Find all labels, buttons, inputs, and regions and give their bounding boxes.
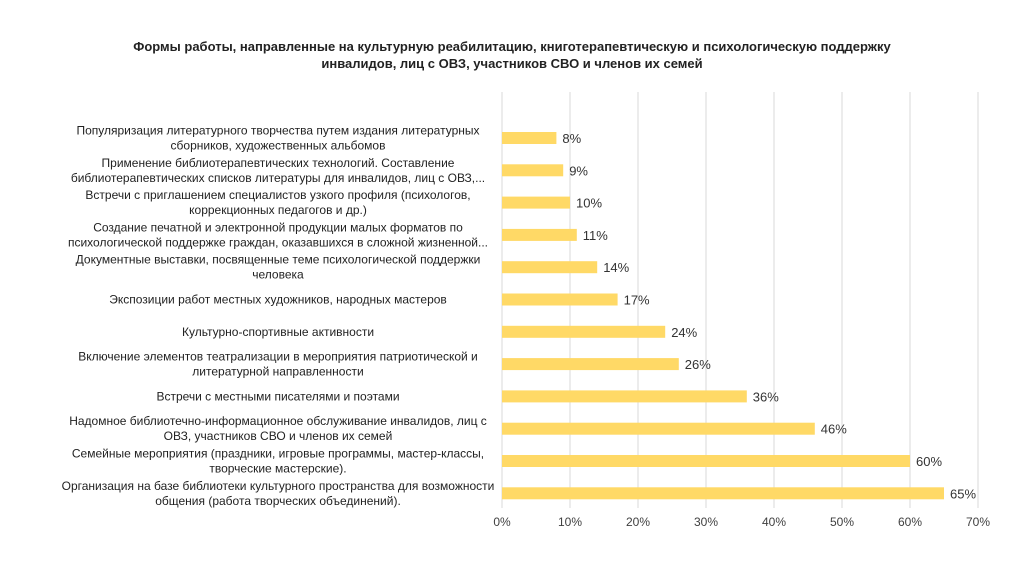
bar xyxy=(502,132,557,144)
data-labels: 8% 9% 10% 11% 14% 17% 24% 26% 36% 46% 60% 65% xyxy=(562,131,976,501)
category-label: Документные выставки, посвященные теме п… xyxy=(76,253,481,267)
category-label: психологической поддержке граждан, оказа… xyxy=(68,235,488,249)
data-label: 36% xyxy=(753,389,779,404)
data-label: 10% xyxy=(576,196,602,211)
category-label: Популяризация литературного творчества п… xyxy=(76,124,479,138)
category-label: Встречи с приглашением специалистов узко… xyxy=(85,188,470,202)
data-label: 60% xyxy=(916,454,942,469)
x-tick-label: 50% xyxy=(830,515,854,529)
data-label: 65% xyxy=(950,486,976,501)
category-label: человека xyxy=(252,268,304,282)
data-label: 9% xyxy=(569,163,588,178)
x-tick-label: 60% xyxy=(898,515,922,529)
x-tick-label: 70% xyxy=(966,515,990,529)
data-label: 24% xyxy=(671,325,697,340)
chart-title-line-2: инвалидов, лиц с ОВЗ, участников СВО и ч… xyxy=(321,56,703,71)
data-label: 17% xyxy=(624,293,650,308)
bar xyxy=(502,390,747,403)
chart-title-line-1: Формы работы, направленные на культурную… xyxy=(133,39,891,54)
category-label: Применение библиотерапевтических техноло… xyxy=(102,156,455,170)
bars xyxy=(502,132,944,500)
category-label: Экспозиции работ местных художников, нар… xyxy=(109,293,447,307)
category-label: литературной направленности xyxy=(192,365,363,379)
chart-title: Формы работы, направленные на культурную… xyxy=(0,38,1024,72)
x-tick-label: 40% xyxy=(762,515,786,529)
x-tick-label: 20% xyxy=(626,515,650,529)
category-label: библиотерапевтических списков литературы… xyxy=(71,171,485,185)
category-label: Организация на базе библиотеки культурно… xyxy=(62,479,495,493)
category-labels: Популяризация литературного творчества п… xyxy=(62,124,495,508)
category-label: Создание печатной и электронной продукци… xyxy=(93,220,463,234)
category-label: Включение элементов театрализации в меро… xyxy=(78,350,478,364)
bar xyxy=(502,358,679,371)
bar xyxy=(502,293,618,306)
bar xyxy=(502,325,666,338)
x-tick-label: 10% xyxy=(558,515,582,529)
gridlines xyxy=(501,92,979,508)
data-label: 46% xyxy=(821,422,847,437)
data-label: 8% xyxy=(562,131,581,146)
category-label: Встречи с местными писателями и поэтами xyxy=(156,389,399,403)
data-label: 11% xyxy=(583,228,608,243)
bar xyxy=(502,422,815,435)
x-tick-label: 0% xyxy=(493,515,511,529)
bar xyxy=(502,261,598,274)
bar xyxy=(502,164,564,177)
data-label: 26% xyxy=(685,357,711,372)
category-label: Семейные мероприятия (праздники, игровые… xyxy=(72,447,484,461)
bar xyxy=(502,228,577,241)
x-tick-label: 30% xyxy=(694,515,718,529)
x-axis-ticks: 0% 10% 20% 30% 40% 50% 60% 70% xyxy=(493,515,990,529)
bar xyxy=(502,487,944,500)
category-label: ОВЗ, участников СВО и членов их семей xyxy=(164,429,393,443)
data-label: 14% xyxy=(603,260,629,275)
category-label: Культурно-спортивные активности xyxy=(182,325,374,339)
category-label: коррекционных педагогов и др.) xyxy=(189,203,367,217)
bar xyxy=(502,455,910,467)
category-label: Надомное библиотечно-информационное обсл… xyxy=(69,414,487,428)
category-label: сборников, художественных альбомов xyxy=(171,139,386,153)
bar xyxy=(502,196,570,209)
category-label: творческие мастерские). xyxy=(209,462,346,476)
category-label: общения (работа творческих объединений). xyxy=(155,494,401,508)
